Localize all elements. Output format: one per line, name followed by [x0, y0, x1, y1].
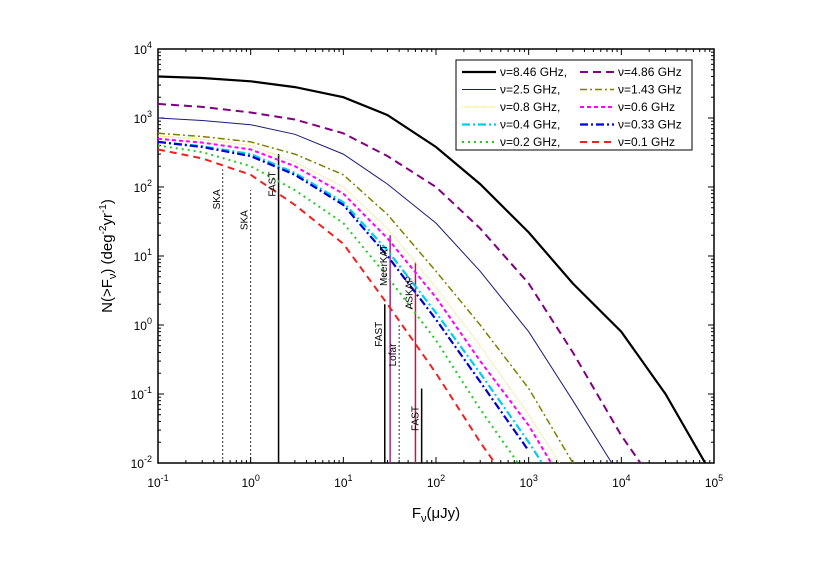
y-label-sup: -1 — [98, 204, 109, 213]
series-line — [158, 75, 707, 463]
x-axis-label: Fν(μJy) — [412, 505, 460, 525]
y-label-part: yr — [99, 213, 116, 226]
series-line — [158, 148, 497, 463]
legend-label: ν=0.1 GHz — [618, 135, 675, 149]
legend-label: ν=0.4 GHz, — [500, 118, 560, 132]
x-tick-label: 102 — [427, 473, 445, 490]
x-tick-label: 10-1 — [147, 473, 168, 490]
y-label-sub: ν — [107, 273, 119, 279]
legend-label: ν=4.86 GHz — [618, 65, 682, 79]
legend-label: ν=1.43 GHz — [618, 83, 682, 97]
x-label-main: F — [412, 505, 421, 522]
y-axis-label: N(>Fν) (deg-2yr-1) — [98, 199, 119, 313]
legend-label: ν=0.6 GHz — [618, 100, 675, 114]
y-tick-label: 102 — [134, 178, 152, 195]
legend-label: ν=8.46 GHz, — [500, 65, 567, 79]
instrument-label: FAST — [268, 172, 279, 197]
y-tick-label: 10-2 — [131, 454, 152, 471]
y-tick-label: 104 — [134, 40, 152, 57]
legend: ν=8.46 GHz, ν=4.86 GHz ν=2.5 GHz, ν=1.43 GH… — [455, 59, 693, 151]
series-line — [158, 132, 574, 463]
y-label-part: ) (deg — [99, 234, 116, 273]
legend-label: ν=0.2 GHz, — [500, 135, 560, 149]
instrument-label: SKA — [212, 189, 223, 209]
y-tick-label: 101 — [134, 247, 152, 264]
instrument-label: FAST — [411, 406, 422, 431]
x-tick-label: 104 — [612, 473, 630, 490]
instrument-label: MeerKAT — [379, 244, 390, 286]
series-line — [158, 135, 561, 463]
series-line — [158, 102, 642, 463]
y-tick-label: 100 — [134, 316, 152, 333]
legend-label: ν=2.5 GHz, — [500, 83, 560, 97]
plot-area — [158, 75, 707, 463]
legend-label: ν=0.8 GHz, — [500, 100, 560, 114]
series-line — [158, 140, 544, 463]
instrument-label: ASKAP — [404, 276, 415, 310]
instrument-label: FAST — [374, 322, 385, 347]
x-tick-label: 103 — [519, 473, 537, 490]
y-label-part: ) — [99, 199, 116, 204]
y-tick-label: 10-1 — [131, 385, 152, 402]
y-label-sup: -2 — [98, 225, 109, 234]
series-line — [158, 140, 530, 452]
instrument-label: Lofar — [388, 343, 399, 366]
x-tick-label: 105 — [705, 473, 723, 490]
series-line — [158, 137, 553, 463]
legend-box — [455, 59, 693, 151]
instrument-label: SKA — [240, 210, 251, 230]
series-line — [158, 144, 520, 463]
y-label-part: N(>F — [99, 279, 116, 313]
legend-label: ν=0.33 GHz — [618, 118, 682, 132]
y-tick-label: 103 — [134, 109, 152, 126]
series-line — [158, 117, 613, 463]
x-tick-label: 101 — [334, 473, 352, 490]
x-label-rest: (μJy) — [427, 505, 461, 522]
x-tick-label: 100 — [241, 473, 259, 490]
x-label-sub: ν — [421, 513, 427, 525]
